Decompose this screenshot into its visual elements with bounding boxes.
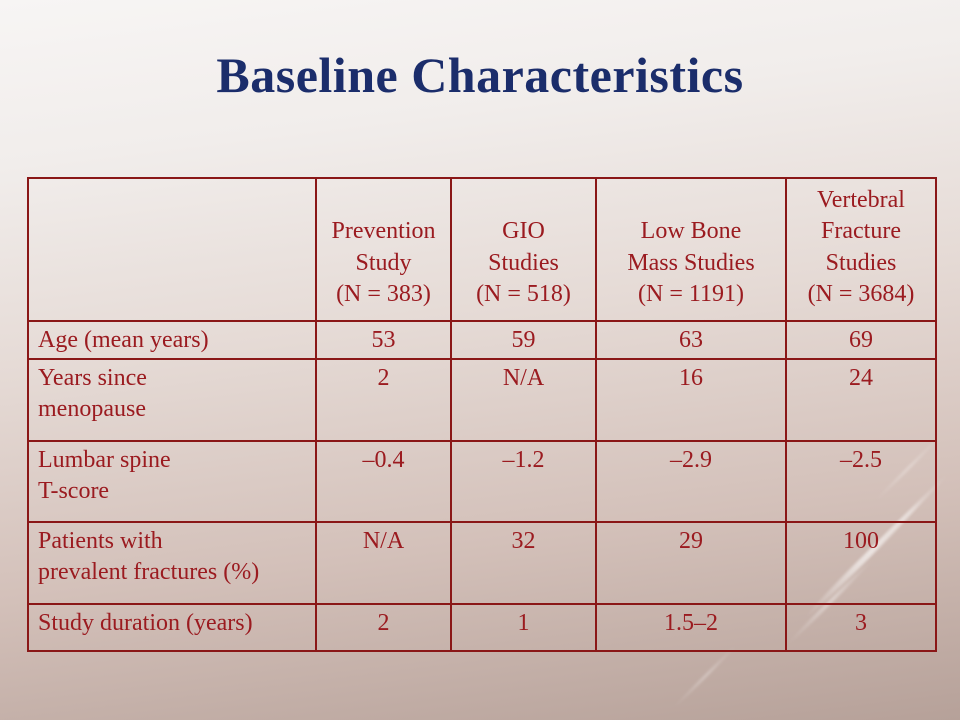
table-row-patients-with-prevalent-fractures: Patients with prevalent fractures (%) N/… xyxy=(27,521,937,606)
cell-value: –0.4 xyxy=(315,440,452,524)
cell-value: –2.9 xyxy=(595,440,787,524)
cell-value: N/A xyxy=(315,521,452,606)
column-header-empty xyxy=(27,177,317,322)
cell-value: –2.5 xyxy=(785,440,937,524)
cell-value: –1.2 xyxy=(450,440,597,524)
column-header-gio-studies: GIO Studies (N = 518) xyxy=(450,177,597,322)
row-label: Patients with prevalent fractures (%) xyxy=(27,521,317,606)
light-streak-decoration xyxy=(672,643,738,710)
column-header-vertebral-fracture-studies: Vertebral Fracture Studies (N = 3684) xyxy=(785,177,937,322)
cell-value: 59 xyxy=(450,319,597,361)
cell-value: 100 xyxy=(785,521,937,606)
cell-value: 53 xyxy=(315,319,452,361)
table-row-years-since-menopause: Years since menopause 2 N/A 16 24 xyxy=(27,358,937,443)
column-header-prevention-study: Prevention Study (N = 383) xyxy=(315,177,452,322)
cell-value: N/A xyxy=(450,358,597,443)
cell-value: 29 xyxy=(595,521,787,606)
cell-value: 2 xyxy=(315,358,452,443)
cell-value: 1.5–2 xyxy=(595,603,787,653)
row-label: Lumbar spine T-score xyxy=(27,440,317,524)
cell-value: 63 xyxy=(595,319,787,361)
column-header-low-bone-mass-studies: Low Bone Mass Studies (N = 1191) xyxy=(595,177,787,322)
row-label: Study duration (years) xyxy=(27,603,317,653)
cell-value: 32 xyxy=(450,521,597,606)
cell-value: 3 xyxy=(785,603,937,653)
table-header-row: Prevention Study (N = 383) GIO Studies (… xyxy=(27,177,937,322)
table-row-age: Age (mean years) 53 59 63 69 xyxy=(27,319,937,361)
slide-title: Baseline Characteristics xyxy=(216,47,744,103)
row-label: Age (mean years) xyxy=(27,319,317,361)
cell-value: 69 xyxy=(785,319,937,361)
cell-value: 24 xyxy=(785,358,937,443)
cell-value: 16 xyxy=(595,358,787,443)
table-row-study-duration: Study duration (years) 2 1 1.5–2 3 xyxy=(27,603,937,653)
table-row-lumbar-spine-t-score: Lumbar spine T-score –0.4 –1.2 –2.9 –2.5 xyxy=(27,440,937,524)
cell-value: 1 xyxy=(450,603,597,653)
cell-value: 2 xyxy=(315,603,452,653)
row-label: Years since menopause xyxy=(27,358,317,443)
baseline-characteristics-table: Prevention Study (N = 383) GIO Studies (… xyxy=(27,177,937,653)
